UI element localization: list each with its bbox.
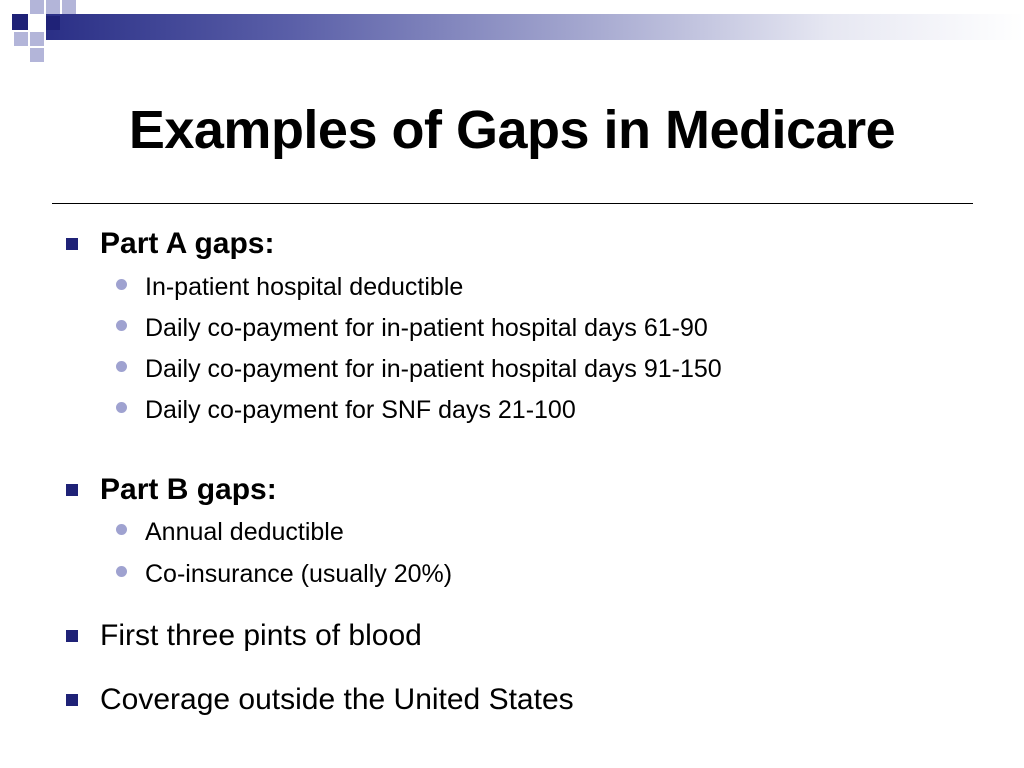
square-bullet-icon <box>66 694 78 706</box>
item-label: Coverage outside the United States <box>100 683 574 716</box>
round-bullet-icon <box>116 278 127 290</box>
item-label: Part B gaps: <box>100 473 277 506</box>
square-bullet-icon <box>66 238 78 250</box>
square-bullet-icon <box>66 484 78 496</box>
round-bullet-icon <box>116 565 127 577</box>
list-item-part-a: Part A gaps: <box>66 224 274 264</box>
decor-square-light <box>30 32 44 46</box>
decor-square-dark <box>46 16 60 30</box>
gradient-band <box>46 14 1024 40</box>
sub-item: Daily co-payment for in-patient hospital… <box>116 311 708 345</box>
sub-item-text: In-patient hospital deductible <box>145 273 464 301</box>
title-divider <box>52 203 973 204</box>
decor-square-light <box>14 32 28 46</box>
sub-item-text: Daily co-payment for SNF days 21-100 <box>145 396 576 424</box>
sub-item: Annual deductible <box>116 515 344 549</box>
decor-square-light <box>62 0 76 14</box>
decor-square-dark <box>12 14 28 30</box>
list-item-coverage: Coverage outside the United States <box>66 680 574 720</box>
sub-item-text: Daily co-payment for in-patient hospital… <box>145 355 722 383</box>
decor-square-light <box>46 0 60 14</box>
slide-title: Examples of Gaps in Medicare <box>128 100 896 160</box>
decor-square-light <box>30 48 44 62</box>
sub-item: Daily co-payment for SNF days 21-100 <box>116 393 576 427</box>
square-bullet-icon <box>66 630 78 642</box>
sub-item-text: Daily co-payment for in-patient hospital… <box>145 314 708 342</box>
round-bullet-icon <box>116 401 127 413</box>
sub-item: Daily co-payment for in-patient hospital… <box>116 352 722 386</box>
round-bullet-icon <box>116 523 127 535</box>
sub-item: In-patient hospital deductible <box>116 270 463 304</box>
list-item-blood: First three pints of blood <box>66 616 422 656</box>
header-decoration <box>0 0 1024 62</box>
item-label: Part A gaps: <box>100 227 275 260</box>
list-item-part-b: Part B gaps: <box>66 470 277 510</box>
round-bullet-icon <box>116 319 127 331</box>
decor-square-light <box>30 0 44 14</box>
sub-item-text: Co-insurance (usually 20%) <box>145 560 453 588</box>
item-label: First three pints of blood <box>100 619 422 652</box>
sub-item-text: Annual deductible <box>145 518 344 546</box>
round-bullet-icon <box>116 360 127 372</box>
sub-item: Co-insurance (usually 20%) <box>116 557 452 591</box>
